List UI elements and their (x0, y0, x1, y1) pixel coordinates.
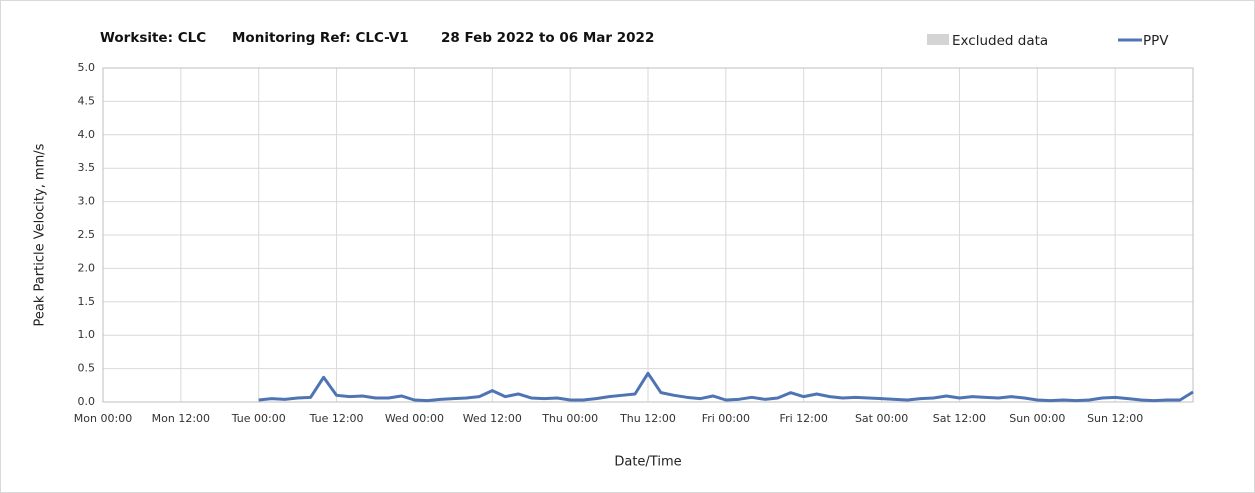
y-tick-label: 0.0 (78, 395, 96, 408)
x-tick-label: Tue 12:00 (309, 412, 364, 425)
x-tick-label: Tue 00:00 (231, 412, 286, 425)
y-tick-label: 2.0 (78, 261, 96, 274)
y-tick-label: 5.0 (78, 61, 96, 74)
title-ref: Monitoring Ref: CLC-V1 (232, 30, 409, 46)
x-tick-label: Mon 12:00 (152, 412, 210, 425)
y-tick-label: 4.0 (78, 128, 96, 141)
title-worksite: Worksite: CLC (100, 30, 206, 46)
x-tick-label: Thu 12:00 (619, 412, 676, 425)
y-tick-label: 2.5 (78, 228, 96, 241)
y-tick-label: 4.5 (78, 94, 96, 107)
legend-swatch (927, 34, 949, 45)
y-tick-label: 1.0 (78, 328, 96, 341)
legend-label: Excluded data (952, 33, 1048, 49)
x-tick-label: Wed 00:00 (385, 412, 444, 425)
plot-border (102, 67, 1194, 403)
legend-label: PPV (1143, 33, 1169, 49)
title-dates: 28 Feb 2022 to 06 Mar 2022 (441, 30, 654, 46)
y-tick-label: 3.5 (78, 161, 96, 174)
x-tick-label: Sun 12:00 (1087, 412, 1143, 425)
x-tick-label: Wed 12:00 (463, 412, 522, 425)
y-tick-label: 1.5 (78, 295, 96, 308)
ppv-line (258, 371, 1194, 403)
x-tick-label: Fri 12:00 (780, 412, 828, 425)
x-tick-label: Mon 00:00 (74, 412, 132, 425)
x-tick-label: Sat 00:00 (855, 412, 908, 425)
x-tick-label: Sat 12:00 (933, 412, 986, 425)
y-tick-label: 0.5 (78, 362, 96, 375)
x-tick-label: Fri 00:00 (702, 412, 750, 425)
x-axis-title: Date/Time (614, 455, 681, 470)
x-tick-label: Sun 00:00 (1009, 412, 1065, 425)
x-tick-label: Thu 00:00 (541, 412, 598, 425)
y-tick-label: 3.0 (78, 195, 96, 208)
y-axis-title: Peak Particle Velocity, mm/s (33, 143, 48, 326)
